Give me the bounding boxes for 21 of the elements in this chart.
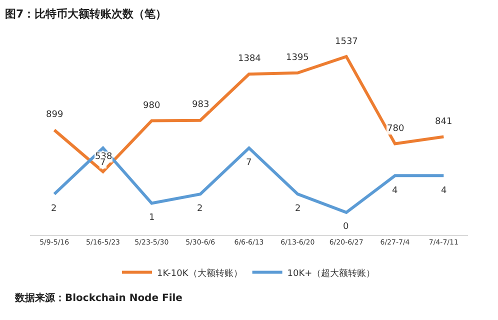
data-label: 4	[441, 186, 447, 196]
data-label: 2	[51, 204, 57, 214]
data-label: 780	[387, 124, 404, 134]
data-label: 899	[46, 110, 64, 120]
data-label: 841	[435, 117, 452, 127]
data-label: 2	[295, 204, 301, 214]
chart-title: 图7：比特币大额转账次数（笔）	[4, 7, 167, 20]
data-label: 1384	[238, 54, 262, 64]
data-label: 1395	[286, 53, 309, 63]
legend-label: 10K+（超大额转账）	[287, 268, 376, 279]
data-label: 1537	[335, 37, 358, 47]
data-label: 2	[197, 204, 203, 214]
data-label: 983	[192, 100, 210, 110]
data-label: 7	[100, 158, 106, 168]
source-note: 数据来源：Blockchain Node File	[14, 292, 183, 304]
data-label: 0	[343, 222, 349, 232]
data-label: 1	[149, 213, 155, 223]
data-label: 4	[392, 186, 398, 196]
data-label: 7	[246, 158, 252, 168]
data-label: 980	[143, 101, 160, 111]
legend-label: 1K-10K（大额转账）	[157, 268, 242, 279]
